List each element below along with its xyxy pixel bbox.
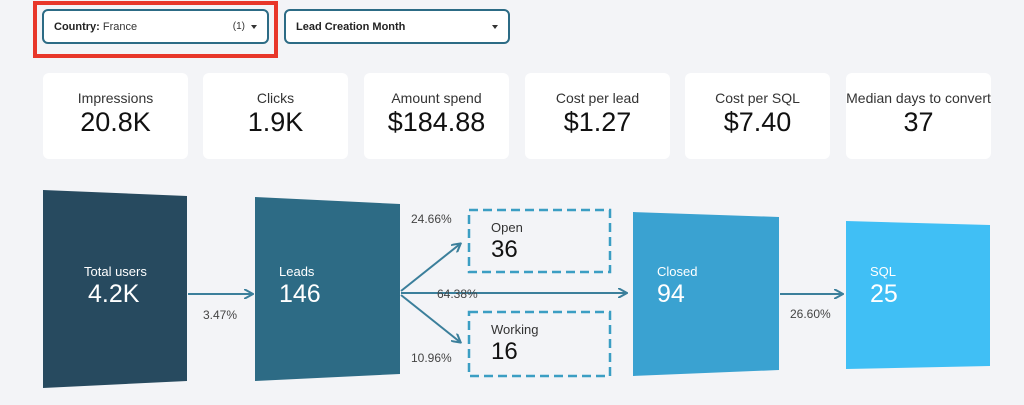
kpi-value: $184.88 (387, 107, 486, 137)
funnel-box-working (467, 310, 612, 378)
working-label: Working (491, 322, 539, 337)
month-filter-label: Lead Creation Month (296, 20, 406, 33)
rate-leads-to-working: 10.96% (411, 351, 452, 365)
total-users-value: 4.2K (88, 280, 140, 308)
open-value: 36 (491, 236, 518, 263)
lead-creation-month-dropdown[interactable]: Lead Creation Month (284, 9, 510, 44)
closed-label: Closed (657, 264, 698, 279)
working-value: 16 (491, 338, 518, 365)
kpi-card-clicks: Clicks 1.9K (203, 73, 348, 159)
closed-value: 94 (657, 280, 685, 308)
kpi-label: Clicks (256, 90, 295, 106)
kpi-label: Cost per SQL (715, 90, 800, 106)
kpi-value: 20.8K (80, 107, 151, 137)
rate-users-to-leads: 3.47% (203, 308, 238, 322)
open-label: Open (491, 220, 523, 235)
leads-label: Leads (279, 264, 315, 279)
kpi-label: Amount spend (391, 90, 482, 106)
kpi-card-cost-per-lead: Cost per lead $1.27 (525, 73, 670, 159)
kpi-value: $1.27 (563, 107, 632, 137)
kpi-value: $7.40 (723, 107, 792, 137)
sql-value: 25 (870, 280, 898, 308)
caret-down-icon (492, 24, 498, 29)
arrow-leads-to-open (400, 244, 460, 292)
caret-down-icon (251, 24, 257, 29)
kpi-label: Cost per lead (555, 90, 640, 106)
arrow-leads-to-working (400, 294, 460, 342)
kpi-card-amount-spend: Amount spend $184.88 (364, 73, 509, 159)
country-filter-count: (1) (232, 21, 245, 32)
leads-value: 146 (279, 280, 321, 308)
funnel-stage-leads (255, 197, 400, 381)
selection-highlight (33, 1, 278, 58)
kpi-label: Impressions (77, 90, 154, 106)
rate-closed-to-sql: 26.60% (790, 307, 831, 321)
kpi-value: 37 (903, 107, 934, 137)
kpi-card-impressions: Impressions 20.8K (43, 73, 188, 159)
kpi-value: 1.9K (247, 107, 304, 137)
country-filter-dropdown[interactable]: Country: France (1) (42, 9, 269, 44)
kpi-card-median-days: Median days to convert 37 (846, 73, 991, 159)
rate-leads-to-closed: 64.38% (437, 287, 478, 301)
country-filter-value: France (102, 20, 138, 33)
kpi-label: Median days to convert (846, 90, 991, 106)
funnel-stage-closed (633, 212, 779, 376)
total-users-label: Total users (84, 264, 147, 279)
rate-leads-to-open: 24.66% (411, 212, 452, 226)
kpi-card-cost-per-sql: Cost per SQL $7.40 (685, 73, 830, 159)
funnel-box-open (467, 208, 612, 274)
funnel-stage-total-users (43, 190, 187, 388)
funnel-stage-sql (846, 221, 990, 369)
sql-label: SQL (870, 264, 897, 279)
country-filter-label: Country (54, 20, 97, 33)
